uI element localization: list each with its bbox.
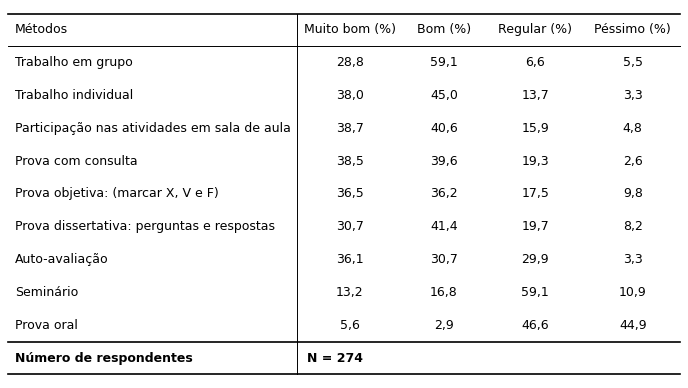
Text: Prova com consulta: Prova com consulta	[15, 155, 138, 168]
Text: 13,2: 13,2	[336, 286, 364, 299]
Text: 5,6: 5,6	[340, 319, 360, 332]
Text: 30,7: 30,7	[336, 220, 364, 233]
Text: N = 274: N = 274	[308, 352, 363, 364]
Text: Seminário: Seminário	[15, 286, 78, 299]
Text: Bom (%): Bom (%)	[417, 24, 471, 36]
Text: 3,3: 3,3	[623, 253, 643, 266]
Text: Trabalho em grupo: Trabalho em grupo	[15, 56, 133, 69]
Text: Auto-avaliação: Auto-avaliação	[15, 253, 109, 266]
Text: Regular (%): Regular (%)	[498, 24, 572, 36]
Text: 17,5: 17,5	[522, 187, 549, 201]
Text: 41,4: 41,4	[430, 220, 458, 233]
Text: 10,9: 10,9	[619, 286, 647, 299]
Text: 38,0: 38,0	[336, 89, 364, 102]
Text: 40,6: 40,6	[430, 122, 458, 135]
Text: 28,8: 28,8	[336, 56, 364, 69]
Text: Métodos: Métodos	[15, 24, 68, 36]
Text: Prova dissertativa: perguntas e respostas: Prova dissertativa: perguntas e resposta…	[15, 220, 275, 233]
Text: 59,1: 59,1	[430, 56, 458, 69]
Text: Péssimo (%): Péssimo (%)	[594, 24, 671, 36]
Text: 39,6: 39,6	[430, 155, 458, 168]
Text: 30,7: 30,7	[430, 253, 458, 266]
Text: 38,5: 38,5	[336, 155, 364, 168]
Text: 44,9: 44,9	[619, 319, 647, 332]
Text: 3,3: 3,3	[623, 89, 643, 102]
Text: 13,7: 13,7	[522, 89, 549, 102]
Text: 29,9: 29,9	[522, 253, 549, 266]
Text: Prova objetiva: (marcar X, V e F): Prova objetiva: (marcar X, V e F)	[15, 187, 219, 201]
Text: 6,6: 6,6	[526, 56, 545, 69]
Text: 9,8: 9,8	[623, 187, 643, 201]
Text: Prova oral: Prova oral	[15, 319, 78, 332]
Text: 36,5: 36,5	[336, 187, 364, 201]
Text: 2,9: 2,9	[434, 319, 453, 332]
Text: 4,8: 4,8	[623, 122, 643, 135]
Text: Trabalho individual: Trabalho individual	[15, 89, 133, 102]
Text: 2,6: 2,6	[623, 155, 643, 168]
Text: 8,2: 8,2	[623, 220, 643, 233]
Text: 45,0: 45,0	[430, 89, 458, 102]
Text: 16,8: 16,8	[430, 286, 458, 299]
Text: 5,5: 5,5	[623, 56, 643, 69]
Text: 19,7: 19,7	[522, 220, 549, 233]
Text: 19,3: 19,3	[522, 155, 549, 168]
Text: Participação nas atividades em sala de aula: Participação nas atividades em sala de a…	[15, 122, 291, 135]
Text: Número de respondentes: Número de respondentes	[15, 352, 193, 364]
Text: 38,7: 38,7	[336, 122, 364, 135]
Text: 36,2: 36,2	[430, 187, 458, 201]
Text: Muito bom (%): Muito bom (%)	[304, 24, 396, 36]
Text: 59,1: 59,1	[522, 286, 549, 299]
Text: 36,1: 36,1	[336, 253, 364, 266]
Text: 15,9: 15,9	[522, 122, 549, 135]
Text: 46,6: 46,6	[522, 319, 549, 332]
